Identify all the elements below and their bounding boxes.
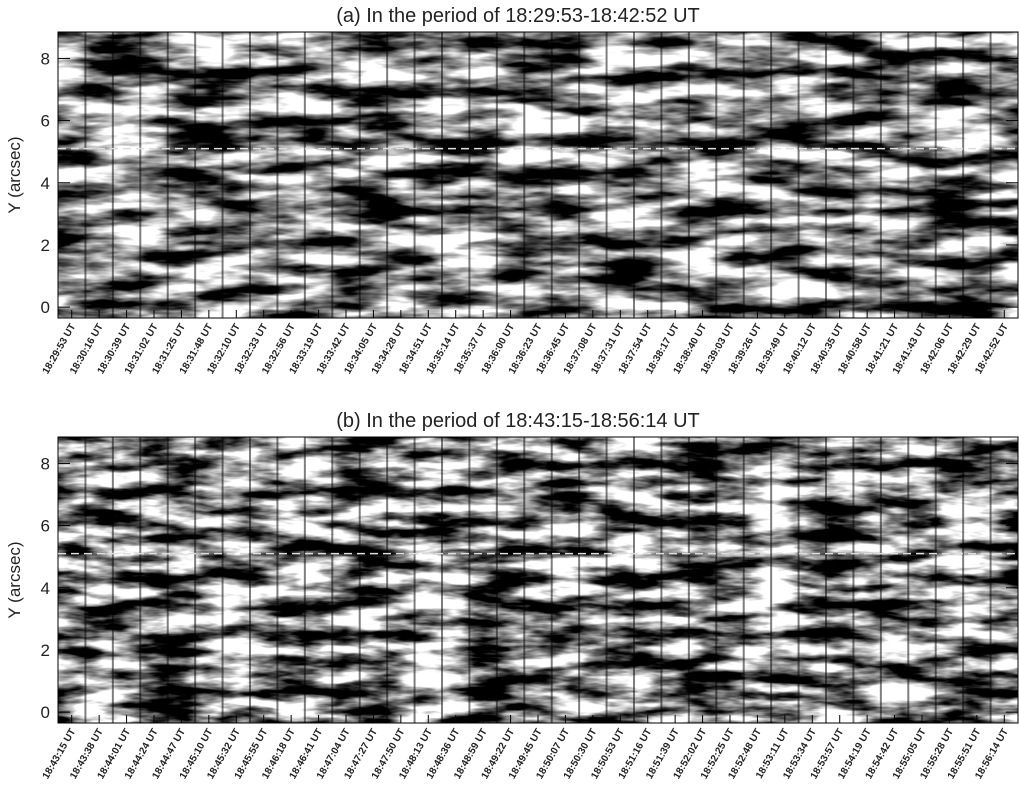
y-tick-label: 0: [41, 298, 50, 317]
image-texture: [58, 437, 1018, 723]
panel-title: (a) In the period of 18:29:53-18:42:52 U…: [336, 5, 700, 27]
panel: (b) In the period of 18:43:15-18:56:14 U…: [5, 410, 1019, 781]
y-tick-label: 8: [41, 454, 50, 473]
y-tick-label: 6: [41, 517, 50, 536]
image-texture: [58, 32, 1018, 318]
y-tick-label: 8: [41, 49, 50, 68]
y-tick-label: 6: [41, 112, 50, 131]
y-tick-label: 0: [41, 703, 50, 722]
y-tick-label: 2: [41, 641, 50, 660]
panel-title: (b) In the period of 18:43:15-18:56:14 U…: [336, 410, 700, 432]
y-tick-label: 2: [41, 236, 50, 255]
panel: (a) In the period of 18:29:53-18:42:52 U…: [5, 5, 1019, 376]
y-tick-label: 4: [41, 174, 50, 193]
y-axis-label: Y (arcsec): [5, 541, 24, 618]
y-tick-label: 4: [41, 579, 50, 598]
y-axis-label: Y (arcsec): [5, 136, 24, 213]
